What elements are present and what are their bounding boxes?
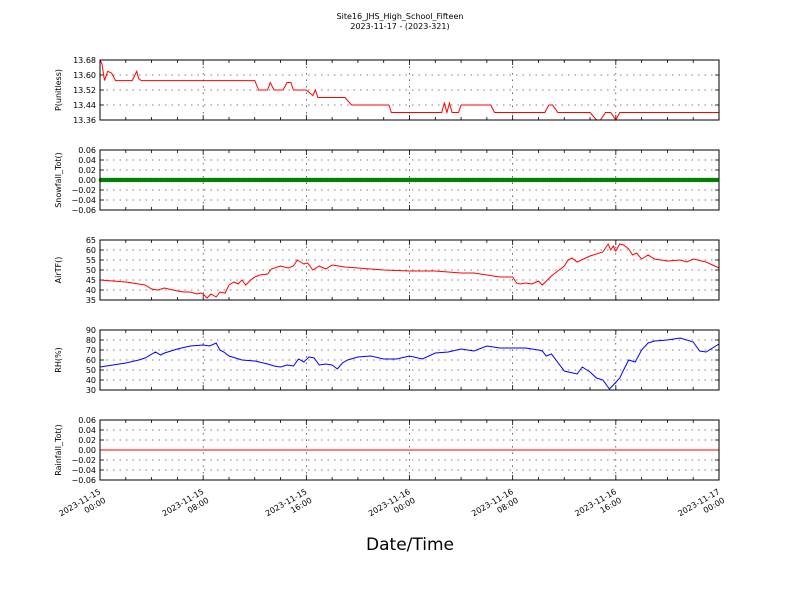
panel-2: −0.06−0.04−0.020.000.020.040.06 Snowfall_… [54, 146, 720, 215]
y-tick-label: 45 [86, 276, 96, 285]
y-axis-label: Snowfall_Tot() [54, 152, 63, 208]
y-tick-label: 13.36 [73, 116, 96, 125]
y-tick-label: 0.06 [78, 146, 96, 155]
y-tick-label: 0.04 [78, 156, 96, 165]
y-tick-label: 35 [86, 296, 96, 305]
y-tick-label: 0.06 [78, 416, 96, 425]
data-point [714, 177, 720, 183]
y-tick-label: 40 [86, 376, 96, 385]
y-axis-label: Rainfall_Tot() [54, 424, 63, 476]
y-tick-label: −0.06 [71, 476, 96, 485]
y-tick-label: 80 [86, 336, 96, 345]
panel-frame [99, 149, 720, 211]
y-tick-label: 70 [86, 346, 96, 355]
y-tick-label: 60 [86, 356, 96, 365]
y-tick-label: 50 [86, 266, 96, 275]
panel-1: 13.36 13.44 13.52 13.60 13.68 P(unitless) [54, 56, 720, 125]
y-tick-label: 90 [86, 326, 96, 335]
y-tick-label: 40 [86, 286, 96, 295]
x-axis-label: Date/Time [366, 535, 454, 555]
y-tick-label: 0.04 [78, 426, 96, 435]
y-tick-label: 55 [86, 256, 96, 265]
y-axis-label: P(unitless) [54, 69, 63, 111]
chart-title-line1: Site16_JHS_High_School_Fifteen [337, 12, 464, 21]
series-line [99, 242, 720, 299]
y-tick-label: 0.02 [78, 166, 96, 175]
chart-title-line2: 2023-11-17 - (2023-321) [350, 22, 449, 31]
y-axis-label: RH(%) [54, 347, 63, 372]
y-tick-label: 60 [86, 246, 96, 255]
series-line [99, 337, 720, 390]
y-tick-label: −0.04 [71, 466, 96, 475]
panel-5: −0.06−0.04−0.020.000.020.040.06 Rainfall_… [54, 416, 720, 485]
y-tick-label: 13.68 [73, 56, 96, 65]
y-tick-label: 0.02 [78, 436, 96, 445]
panel-frame [99, 329, 720, 391]
y-tick-label: 13.44 [73, 101, 96, 110]
y-tick-label: 0.00 [78, 176, 96, 185]
y-tick-label: 0.00 [78, 446, 96, 455]
y-tick-label: 65 [86, 236, 96, 245]
y-tick-label: 30 [86, 386, 96, 395]
y-tick-label: −0.02 [71, 186, 96, 195]
y-tick-label: −0.02 [71, 456, 96, 465]
y-tick-label: −0.04 [71, 196, 96, 205]
y-tick-label: 13.60 [73, 71, 96, 80]
panel-frame [99, 239, 720, 301]
panels-group: 13.36 13.44 13.52 13.60 13.68 P(unitless) −0.0… [54, 56, 720, 485]
panel-frame [99, 419, 720, 481]
y-tick-label: 50 [86, 366, 96, 375]
series-line [99, 59, 719, 121]
y-axis-label: AirTF() [54, 257, 63, 284]
panel-frame [99, 59, 720, 121]
y-tick-label: −0.06 [71, 206, 96, 215]
y-tick-label: 13.52 [73, 86, 96, 95]
